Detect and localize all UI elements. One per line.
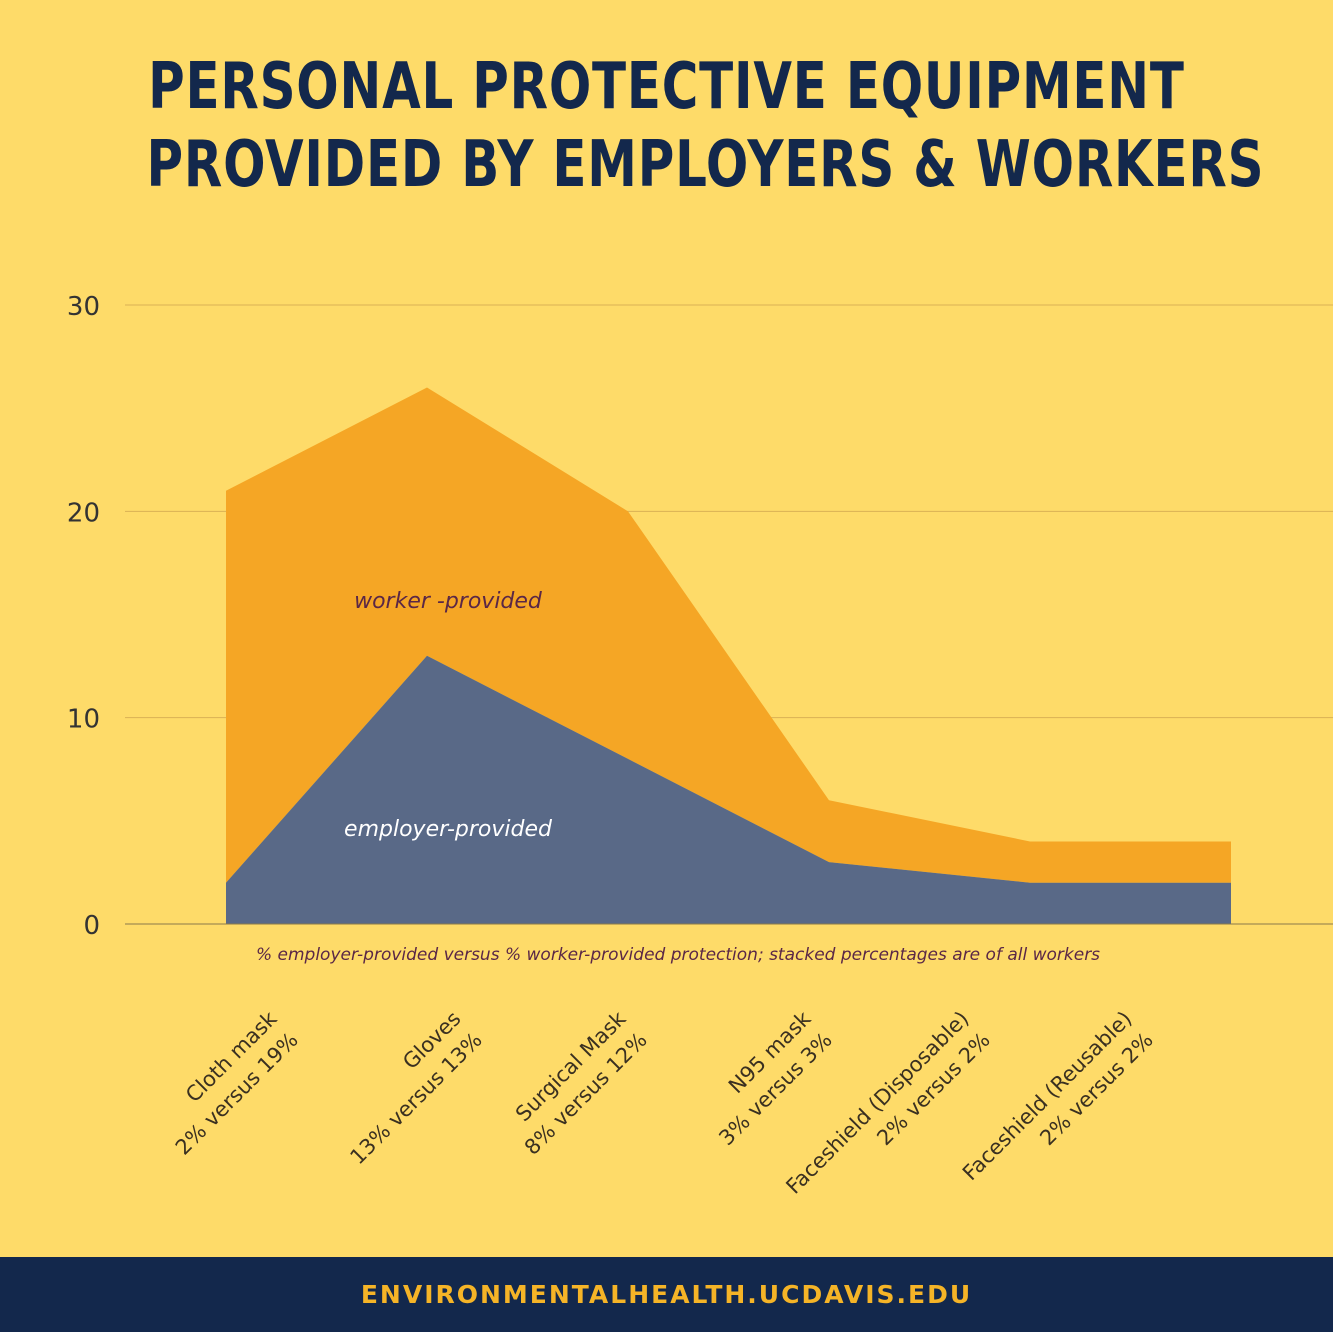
x-tick-label-line: Faceshield (Disposable): [781, 1007, 973, 1199]
worker-provided-area: [226, 387, 1231, 883]
footer-url[interactable]: ENVIRONMENTALHEALTH.UCDAVIS.EDU: [360, 1280, 973, 1309]
chart-title: PERSONAL PROTECTIVE EQUIPMENT PROVIDED B…: [146, 48, 1265, 204]
employer-provided-area: [226, 655, 1231, 924]
series-label-worker: worker -provided: [354, 589, 543, 614]
title-line-2: PROVIDED BY EMPLOYERS & WORKERS: [146, 128, 1265, 202]
y-tick-label: 10: [67, 705, 100, 735]
y-tick-label: 0: [83, 911, 100, 941]
y-tick-label: 30: [67, 292, 100, 322]
series-label-employer: employer-provided: [344, 817, 553, 842]
footer-bar: ENVIRONMENTALHEALTH.UCDAVIS.EDU: [0, 1257, 1333, 1332]
x-axis-label: % employer-provided versus % worker-prov…: [256, 945, 1100, 965]
area-chart: 0 10 20 30 worker -provided employer-provided…: [67, 292, 1333, 1199]
title-line-1: PERSONAL PROTECTIVE EQUIPMENT: [148, 50, 1185, 124]
y-tick-label: 20: [67, 498, 100, 528]
x-tick-label-line: Faceshield (Reusable): [958, 1007, 1137, 1186]
x-tick-label: Faceshield (Reusable)2% versus 2%: [958, 1007, 1158, 1186]
